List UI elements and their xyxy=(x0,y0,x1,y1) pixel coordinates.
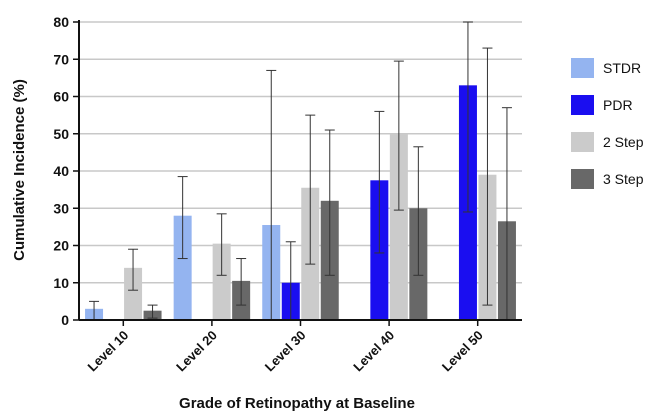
bar-stdr-level-20 xyxy=(173,215,192,320)
x-tick-label-level-50: Level 50 xyxy=(439,328,486,375)
legend-swatch-3-step xyxy=(571,169,594,189)
legend-swatch-2-step xyxy=(571,132,594,152)
y-axis-label: Cumulative Incidence (%) xyxy=(11,79,28,261)
x-tick-label-level-40: Level 40 xyxy=(350,328,397,375)
y-tick-labels: 0 10 20 30 40 50 60 70 80 xyxy=(53,14,69,328)
y-tick-label-60: 60 xyxy=(53,89,69,105)
error-bars xyxy=(89,21,512,321)
bar-2-step-level-20 xyxy=(212,243,231,320)
legend-label-3-step: 3 Step xyxy=(603,171,644,187)
y-tick-label-50: 50 xyxy=(53,126,69,142)
y-tick-label-80: 80 xyxy=(53,14,69,30)
bar-2-step-level-10 xyxy=(124,267,143,320)
x-tick-labels: Level 10 Level 20 Level 30 Level 40 Level 50 xyxy=(85,328,486,375)
legend: STDR PDR 2 Step 3 Step xyxy=(571,58,644,189)
bar-2-step-level-40 xyxy=(389,133,408,320)
axes xyxy=(73,20,522,326)
y-tick-label-20: 20 xyxy=(53,238,69,254)
gridlines xyxy=(79,21,522,284)
y-tick-label-70: 70 xyxy=(53,51,69,67)
y-tick-label-0: 0 xyxy=(61,312,69,328)
bars xyxy=(85,85,516,320)
y-tick-label-10: 10 xyxy=(53,275,69,291)
legend-label-2-step: 2 Step xyxy=(603,134,644,150)
legend-label-pdr: PDR xyxy=(603,97,633,113)
legend-swatch-stdr xyxy=(571,58,594,78)
x-tick-label-level-30: Level 30 xyxy=(262,328,309,375)
x-axis-label: Grade of Retinopathy at Baseline xyxy=(179,395,415,412)
legend-swatch-pdr xyxy=(571,95,594,115)
legend-label-stdr: STDR xyxy=(603,60,641,76)
x-tick-label-level-20: Level 20 xyxy=(173,328,220,375)
x-tick-label-level-10: Level 10 xyxy=(85,328,132,375)
y-tick-label-30: 30 xyxy=(53,200,69,216)
y-tick-label-40: 40 xyxy=(53,163,69,179)
